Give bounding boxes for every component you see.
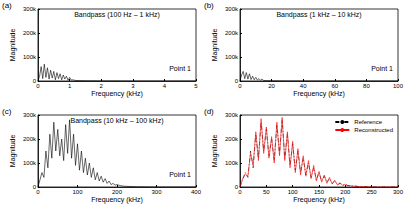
svg-text:0: 0 <box>238 83 242 89</box>
svg-text:40: 40 <box>300 83 307 89</box>
svg-text:300k: 300k <box>23 6 37 12</box>
svg-text:300k: 300k <box>225 112 239 118</box>
svg-text:(b): (b) <box>204 1 214 10</box>
svg-text:50: 50 <box>263 189 270 195</box>
svg-text:200: 200 <box>340 189 351 195</box>
svg-text:200k: 200k <box>23 30 37 36</box>
svg-text:200k: 200k <box>23 136 37 142</box>
svg-text:Frequency (kHz): Frequency (kHz) <box>91 196 143 204</box>
svg-text:60: 60 <box>331 83 338 89</box>
svg-text:0: 0 <box>32 78 36 84</box>
svg-text:(c): (c) <box>2 107 12 116</box>
svg-text:Bandpass (10 kHz – 100 kHz): Bandpass (10 kHz – 100 kHz) <box>71 117 164 125</box>
svg-text:250: 250 <box>367 189 378 195</box>
svg-text:100: 100 <box>72 189 83 195</box>
svg-text:300k: 300k <box>23 112 37 118</box>
svg-text:300k: 300k <box>225 6 239 12</box>
svg-text:Frequency (kHz): Frequency (kHz) <box>293 90 345 98</box>
svg-text:Magnitude: Magnitude <box>211 135 219 168</box>
svg-text:(a): (a) <box>2 1 12 10</box>
svg-text:Point 1: Point 1 <box>371 65 393 72</box>
svg-text:1: 1 <box>68 83 72 89</box>
svg-text:0: 0 <box>32 184 36 190</box>
svg-text:80: 80 <box>363 83 370 89</box>
svg-text:0: 0 <box>238 189 242 195</box>
svg-text:2: 2 <box>100 83 104 89</box>
svg-text:0: 0 <box>36 83 40 89</box>
svg-text:200: 200 <box>112 189 123 195</box>
svg-text:4: 4 <box>163 83 167 89</box>
svg-text:0: 0 <box>234 78 238 84</box>
svg-text:Bandpass (100 Hz – 1 kHz): Bandpass (100 Hz – 1 kHz) <box>74 11 160 19</box>
svg-text:Frequency (kHz): Frequency (kHz) <box>293 196 345 204</box>
svg-text:Frequency (kHz): Frequency (kHz) <box>91 90 143 98</box>
svg-text:5: 5 <box>194 83 198 89</box>
svg-text:20: 20 <box>268 83 275 89</box>
svg-text:100k: 100k <box>225 160 239 166</box>
svg-text:100: 100 <box>393 83 404 89</box>
svg-text:300: 300 <box>151 189 162 195</box>
svg-text:Point 1: Point 1 <box>169 171 191 178</box>
svg-text:200k: 200k <box>225 136 239 142</box>
svg-text:Bandpass (1 kHz – 10 kHz): Bandpass (1 kHz – 10 kHz) <box>276 11 361 19</box>
svg-text:Magnitude: Magnitude <box>9 29 17 62</box>
svg-text:100k: 100k <box>23 160 37 166</box>
svg-text:100k: 100k <box>23 54 37 60</box>
svg-text:100: 100 <box>288 189 299 195</box>
svg-text:(d): (d) <box>204 107 214 116</box>
svg-text:100k: 100k <box>225 54 239 60</box>
svg-text:0: 0 <box>36 189 40 195</box>
svg-text:Magnitude: Magnitude <box>211 29 219 62</box>
svg-text:300: 300 <box>393 189 404 195</box>
svg-text:Magnitude: Magnitude <box>9 135 17 168</box>
svg-text:Reconstructed: Reconstructed <box>354 127 393 133</box>
svg-text:Point 1: Point 1 <box>169 65 191 72</box>
svg-text:3: 3 <box>131 83 135 89</box>
svg-text:0: 0 <box>234 184 238 190</box>
svg-text:Reference: Reference <box>354 119 382 125</box>
svg-text:200k: 200k <box>225 30 239 36</box>
svg-text:400: 400 <box>191 189 202 195</box>
svg-text:150: 150 <box>314 189 325 195</box>
